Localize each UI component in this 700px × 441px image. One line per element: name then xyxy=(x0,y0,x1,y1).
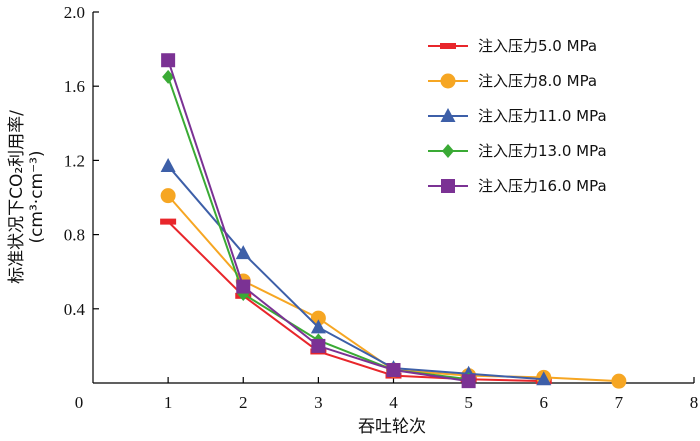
y-axis-title: 标准状况下CO₂利用率/ xyxy=(7,110,27,284)
x-tick-label: 2 xyxy=(239,393,248,412)
series-1 xyxy=(160,218,552,385)
x-tick-label: 4 xyxy=(389,393,398,412)
data-point xyxy=(611,373,627,389)
data-point xyxy=(236,279,251,294)
x-tick-label: 3 xyxy=(314,393,323,412)
axes xyxy=(92,12,694,384)
data-point xyxy=(160,157,176,172)
legend-marker xyxy=(441,179,455,193)
x-tick-label: 0 xyxy=(75,393,84,412)
y-tick-label: 2.0 xyxy=(64,3,85,22)
y-tick-label: 1.6 xyxy=(64,77,85,96)
legend-marker xyxy=(440,108,456,122)
x-axis-title: 吞吐轮次 xyxy=(358,417,426,437)
y-tick-label: 1.2 xyxy=(64,151,85,170)
y-axis-unit: (cm³·cm⁻³) xyxy=(27,150,47,243)
x-ticks: 0 1 2 3 4 5 6 7 8 xyxy=(75,377,699,412)
data-point xyxy=(310,310,326,326)
legend-item: 注入压力5.0 MPa xyxy=(428,37,597,55)
data-point xyxy=(310,319,326,334)
data-point xyxy=(311,338,326,353)
series-2 xyxy=(160,188,627,389)
data-point xyxy=(160,218,177,225)
legend-item: 注入压力11.0 MPa xyxy=(428,107,607,125)
legend-item: 注入压力13.0 MPa xyxy=(428,142,607,160)
x-tick-label: 8 xyxy=(690,393,699,412)
legend-marker xyxy=(440,43,456,49)
series-line xyxy=(167,165,544,381)
plot-area xyxy=(160,53,627,389)
x-tick-label: 1 xyxy=(164,393,173,412)
x-tick-label: 7 xyxy=(615,393,624,412)
data-point xyxy=(162,69,175,84)
series-line xyxy=(167,220,544,383)
y-ticks: 0.4 0.8 1.2 1.6 2.0 xyxy=(64,3,99,319)
legend-label: 注入压力8.0 MPa xyxy=(478,72,597,90)
y-tick-label: 0.8 xyxy=(64,226,85,245)
data-point xyxy=(235,245,251,260)
legend-item: 注入压力16.0 MPa xyxy=(428,177,607,195)
legend-label: 注入压力11.0 MPa xyxy=(478,107,607,125)
legend-label: 注入压力5.0 MPa xyxy=(478,37,597,55)
legend-item: 注入压力8.0 MPa xyxy=(428,72,597,90)
series-5 xyxy=(161,53,476,389)
y-tick-label: 0.4 xyxy=(64,300,86,319)
legend-label: 注入压力13.0 MPa xyxy=(478,142,607,160)
data-point xyxy=(161,53,176,68)
legend-label: 注入压力16.0 MPa xyxy=(478,177,607,195)
legend-marker xyxy=(442,144,454,158)
data-point xyxy=(160,188,176,204)
x-tick-label: 5 xyxy=(464,393,473,412)
legend: 注入压力5.0 MPa 注入压力8.0 MPa 注入压力11.0 MPa 注入压力13… xyxy=(428,37,607,195)
legend-marker xyxy=(440,73,456,89)
data-point xyxy=(536,371,552,386)
x-tick-label: 6 xyxy=(540,393,549,412)
series-4 xyxy=(162,69,475,387)
data-point xyxy=(386,363,401,378)
data-point xyxy=(461,374,476,389)
